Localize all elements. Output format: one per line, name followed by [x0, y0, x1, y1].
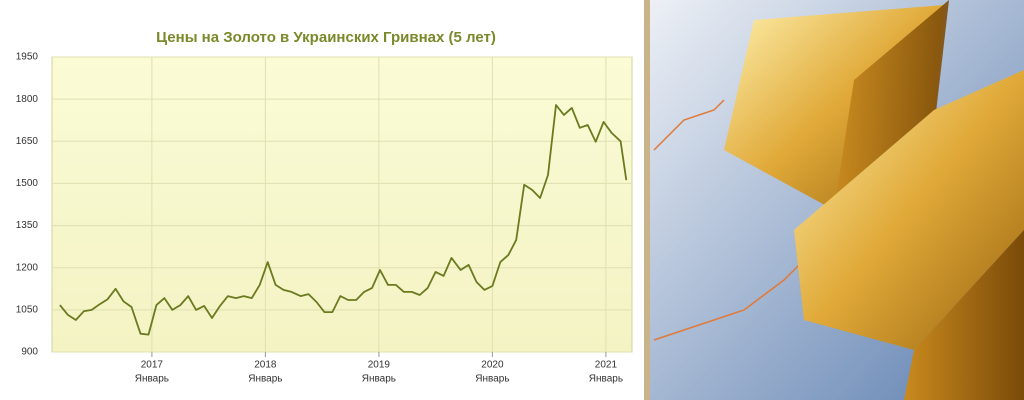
x-tick-sublabel: Январь [362, 374, 396, 385]
x-tick-label: 2020 [481, 360, 504, 371]
y-tick-label: 1650 [16, 136, 39, 147]
chart-title: Цены на Золото в Украинских Гривнах (5 л… [156, 29, 496, 46]
y-tick-label: 1050 [16, 304, 39, 315]
x-tick-sublabel: Январь [589, 374, 623, 385]
y-tick-label: 1950 [16, 52, 39, 63]
y-tick-label: 1350 [16, 220, 39, 231]
gold-photo [644, 0, 1024, 400]
x-tick-sublabel: Январь [475, 374, 509, 385]
x-tick-sublabel: Январь [135, 374, 169, 385]
x-tick-label: 2019 [368, 360, 391, 371]
y-tick-label: 1800 [16, 94, 39, 105]
x-tick-label: 2018 [254, 360, 277, 371]
plot-area [51, 56, 633, 353]
y-tick-label: 1500 [16, 178, 39, 189]
x-tick-label: 2021 [595, 360, 618, 371]
y-tick-label: 1200 [16, 262, 39, 273]
price-line [59, 104, 628, 336]
x-tick-sublabel: Январь [248, 374, 282, 385]
y-tick-label: 900 [21, 347, 38, 358]
x-tick-label: 2017 [141, 360, 164, 371]
chart: Цены на Золото в Украинских Гривнах (5 л… [16, 29, 633, 385]
